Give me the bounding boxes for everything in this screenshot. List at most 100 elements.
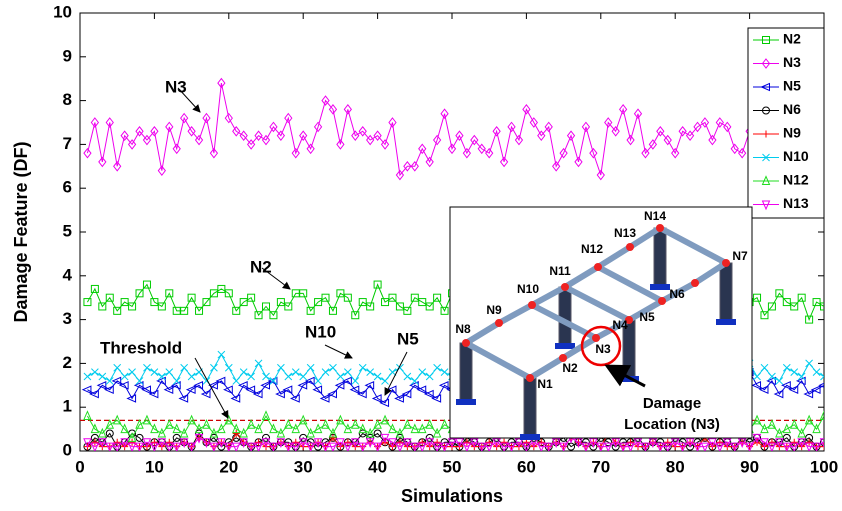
marker xyxy=(129,369,136,376)
column-base xyxy=(520,434,540,440)
node-label: N4 xyxy=(612,318,628,332)
marker xyxy=(426,373,433,380)
x-tick-label: 60 xyxy=(517,457,536,476)
annotation: N10 xyxy=(305,322,336,341)
x-tick-label: 0 xyxy=(75,457,84,476)
legend-label: N10 xyxy=(783,148,809,164)
node-label: N2 xyxy=(562,361,578,375)
marker xyxy=(419,369,426,376)
marker xyxy=(791,369,798,376)
inset-caption: Location (N3) xyxy=(624,416,720,433)
node-label: N6 xyxy=(669,287,685,301)
column xyxy=(559,287,571,345)
marker xyxy=(783,364,790,371)
joint xyxy=(561,283,569,291)
marker xyxy=(248,373,255,380)
marker xyxy=(761,364,768,371)
marker xyxy=(300,373,307,380)
joint xyxy=(594,263,602,271)
marker xyxy=(285,373,292,380)
node-label: N9 xyxy=(486,303,502,317)
joint xyxy=(526,374,534,382)
legend-label: N3 xyxy=(783,54,801,70)
joint xyxy=(626,243,634,251)
joint xyxy=(658,297,666,305)
y-tick-label: 5 xyxy=(63,221,72,240)
marker xyxy=(99,373,106,380)
inset-diagram: N1N2N3N4N5N6N7N8N9N10N11N12N13N14DamageL… xyxy=(450,207,752,440)
marker xyxy=(83,386,91,393)
marker xyxy=(776,377,783,384)
joint xyxy=(592,334,600,342)
y-tick-label: 9 xyxy=(63,46,72,65)
marker xyxy=(84,373,91,380)
x-tick-label: 70 xyxy=(591,457,610,476)
y-tick-label: 3 xyxy=(63,309,72,328)
marker xyxy=(114,364,121,371)
y-tick-label: 1 xyxy=(63,397,72,416)
marker xyxy=(225,364,232,371)
node-label: N12 xyxy=(581,242,603,256)
joint xyxy=(691,279,699,287)
node-label: N11 xyxy=(549,264,571,278)
y-tick-label: 2 xyxy=(63,353,72,372)
annotation-arrow xyxy=(262,268,290,289)
marker xyxy=(181,364,188,371)
marker xyxy=(210,364,217,371)
x-tick-label: 100 xyxy=(810,457,838,476)
marker xyxy=(121,373,128,380)
marker xyxy=(188,373,195,380)
marker xyxy=(352,377,359,384)
x-tick-label: 40 xyxy=(368,457,387,476)
column xyxy=(720,263,732,321)
node-label: N8 xyxy=(455,322,471,336)
y-tick-label: 6 xyxy=(63,178,72,197)
chart: Simulations Damage Feature (DF) 01020304… xyxy=(0,0,842,511)
y-axis-title: Damage Feature (DF) xyxy=(11,141,31,322)
marker xyxy=(329,364,336,371)
column-base xyxy=(456,399,476,405)
marker xyxy=(434,364,441,371)
marker xyxy=(233,377,240,384)
legend-label: N6 xyxy=(783,101,801,117)
x-tick-label: 10 xyxy=(145,457,164,476)
y-tick-label: 10 xyxy=(53,2,72,21)
annotation: N2 xyxy=(250,257,272,276)
node-label: N5 xyxy=(639,310,655,324)
marker xyxy=(359,364,366,371)
column-base xyxy=(716,319,736,325)
marker xyxy=(441,369,448,376)
marker xyxy=(277,364,284,371)
marker xyxy=(91,369,98,376)
marker xyxy=(307,364,314,371)
legend-label: N12 xyxy=(783,172,809,188)
legend-label: N5 xyxy=(783,78,801,94)
annotation: Threshold xyxy=(100,338,182,357)
column xyxy=(654,228,666,286)
y-tick-label: 7 xyxy=(63,134,72,153)
node-label: N3 xyxy=(595,342,611,356)
marker xyxy=(255,360,262,367)
marker xyxy=(263,373,270,380)
marker xyxy=(367,369,374,376)
annotation: N5 xyxy=(397,329,419,348)
legend-label: N9 xyxy=(783,125,801,141)
x-tick-label: 80 xyxy=(666,457,685,476)
marker xyxy=(315,377,322,384)
node-label: N14 xyxy=(644,209,666,223)
marker xyxy=(382,377,389,384)
column xyxy=(460,343,472,401)
joint xyxy=(722,259,730,267)
y-tick-label: 8 xyxy=(63,90,72,109)
marker xyxy=(813,369,820,376)
node-label: N10 xyxy=(517,282,539,296)
joint xyxy=(528,301,536,309)
marker xyxy=(404,373,411,380)
marker xyxy=(806,360,813,367)
x-tick-label: 20 xyxy=(219,457,238,476)
marker xyxy=(754,373,761,380)
annotation-arrow xyxy=(325,345,352,358)
joint xyxy=(656,224,664,232)
x-tick-label: 30 xyxy=(294,457,313,476)
legend-label: N13 xyxy=(783,195,809,211)
